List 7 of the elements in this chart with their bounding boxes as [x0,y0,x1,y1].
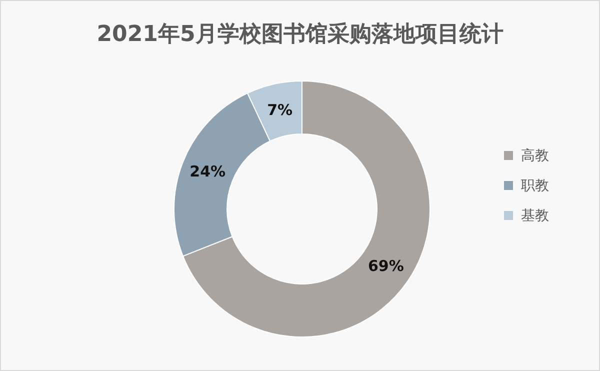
chart-title: 2021年5月学校图书馆采购落地项目统计 [96,21,504,49]
data-label: 69% [368,257,404,276]
data-label: 7% [267,100,293,119]
legend-label: 职教 [521,176,549,194]
data-label: 24% [190,162,226,181]
legend-label: 高教 [521,146,549,164]
legend-label: 基教 [521,206,549,224]
